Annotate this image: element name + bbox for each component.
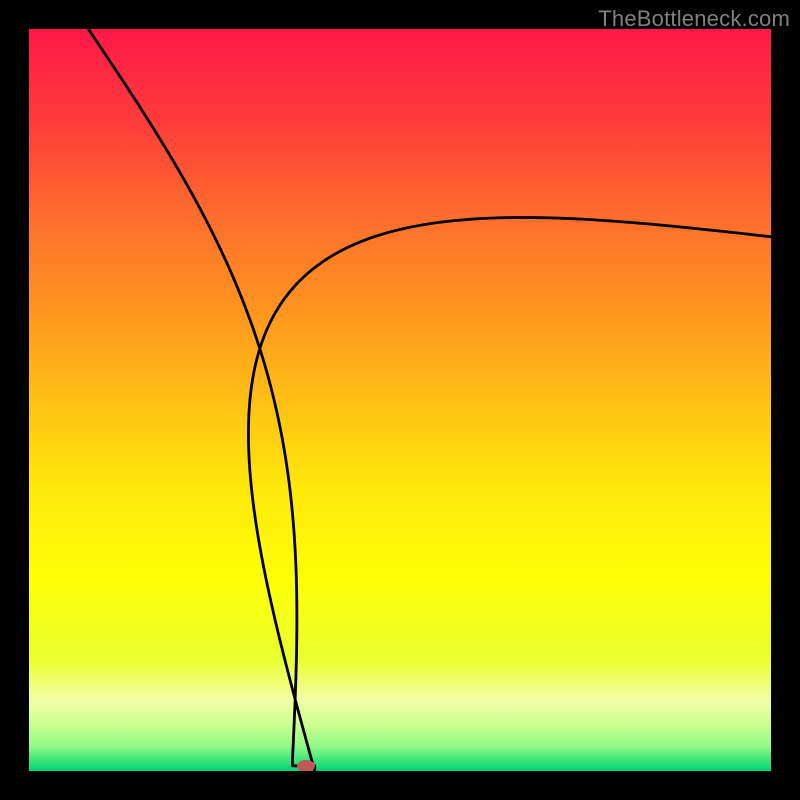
optimum-marker — [297, 760, 315, 771]
watermark-text: TheBottleneck.com — [598, 6, 790, 32]
chart-canvas: TheBottleneck.com — [0, 0, 800, 800]
plot-area — [29, 29, 771, 771]
bottleneck-curve — [29, 29, 771, 771]
